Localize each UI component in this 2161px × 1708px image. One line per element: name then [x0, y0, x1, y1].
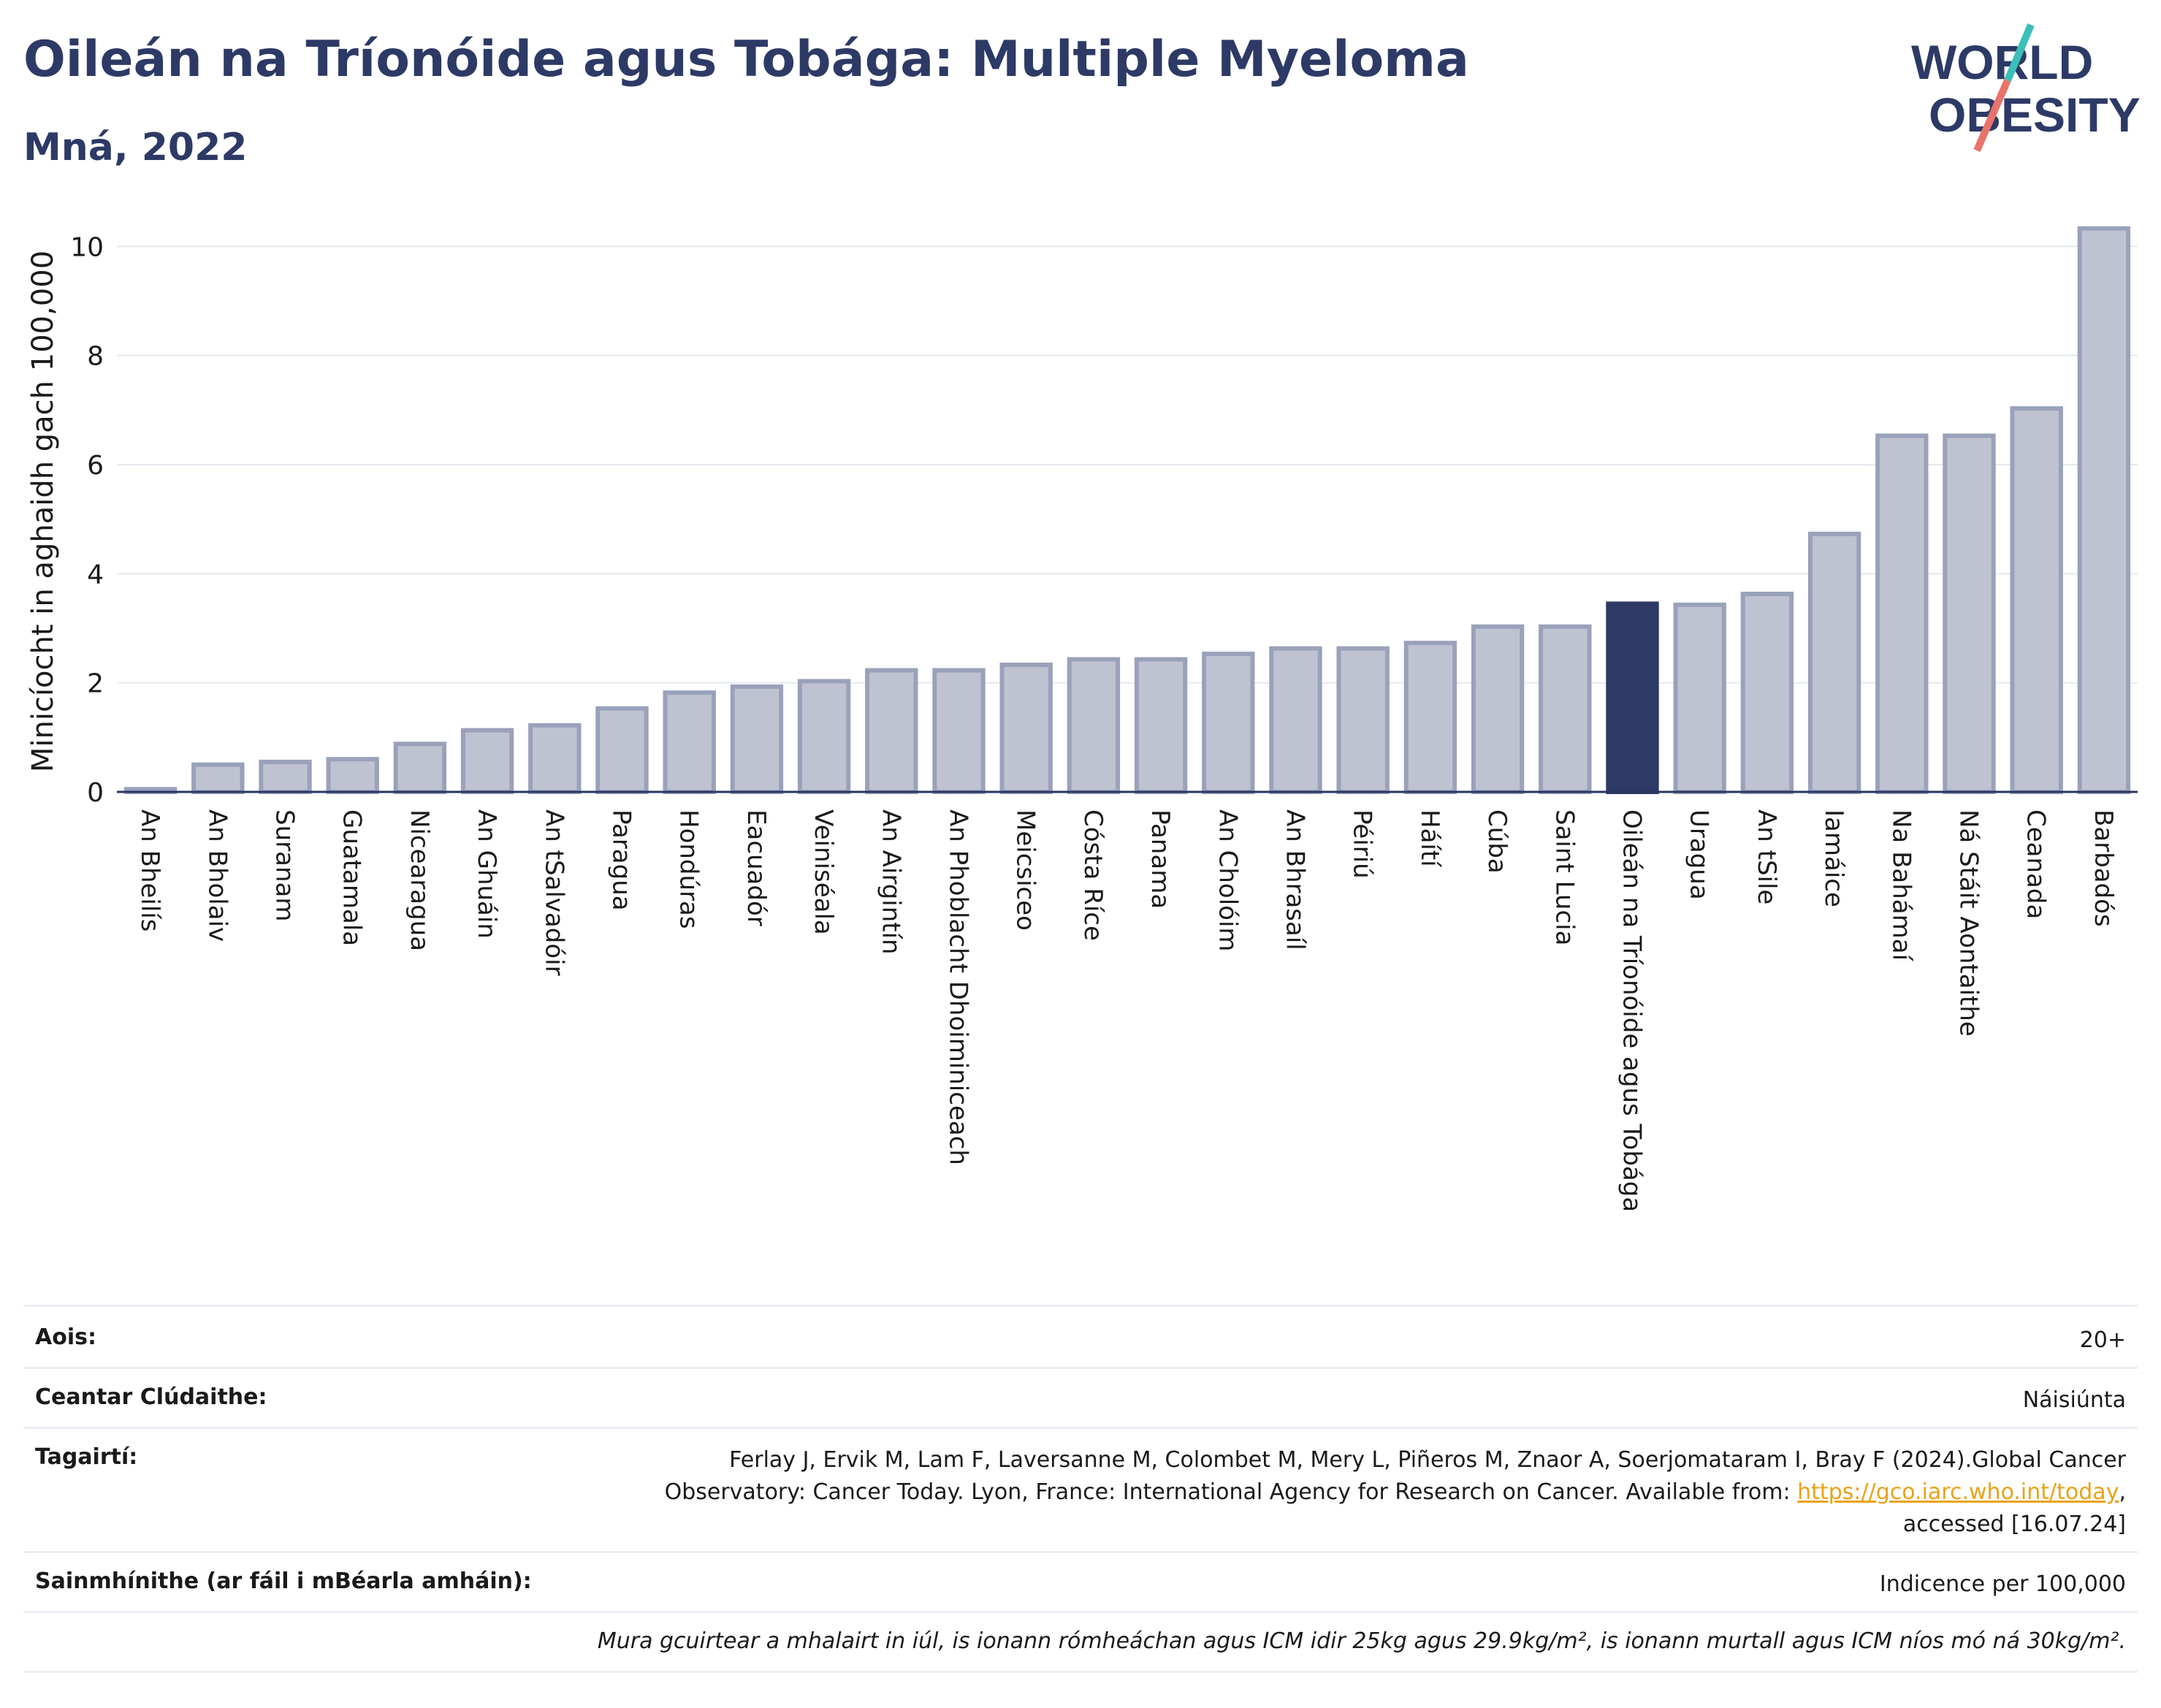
bar-16 — [1202, 652, 1255, 794]
bar-11 — [865, 668, 918, 795]
logo-slash-top — [2004, 23, 2035, 82]
x-tick-label: Na Bahámaí — [1886, 809, 1916, 962]
y-tick-label: 6 — [87, 451, 104, 481]
meta-label-age: Aois: — [35, 1324, 96, 1350]
reference-link[interactable]: https://gco.iarc.who.int/today — [1797, 1479, 2119, 1505]
meta-value-definitions: Indicence per 100,000 — [1879, 1571, 2126, 1597]
x-tick-label: Eacuadór — [742, 809, 771, 926]
x-tick-label: Barbadós — [2089, 809, 2118, 927]
logo-line1: WORLD — [1911, 35, 2093, 89]
bar-10 — [797, 679, 851, 795]
meta-label-definitions: Sainmhínithe (ar fáil i mBéarla amháin): — [35, 1568, 532, 1594]
bar-17 — [1269, 646, 1322, 794]
bar-8 — [663, 690, 716, 795]
x-tick-label: An tSile — [1752, 809, 1781, 904]
x-tick-label: Saint Lucia — [1550, 809, 1579, 945]
reference-line-3: accessed [16.07.24] — [1902, 1511, 2126, 1537]
x-tick-label: Uragua — [1685, 809, 1714, 900]
meta-label-references: Tagairtí: — [35, 1444, 138, 1470]
reference-text: Observatory: Cancer Today. Lyon, France:… — [664, 1479, 1798, 1505]
y-tick-label: 0 — [87, 778, 104, 808]
x-tick-label: Ná Stáit Aontaithe — [1954, 809, 1983, 1037]
bar-7 — [595, 706, 649, 795]
logo-line2: OBESITY — [1929, 88, 2141, 142]
bar-9 — [730, 684, 784, 794]
bar-6 — [528, 723, 582, 795]
x-tick-label: Meicsiceo — [1011, 809, 1040, 931]
y-tick-label: 4 — [87, 560, 104, 590]
bar-4 — [393, 741, 447, 794]
x-tick-label: Cósta Ríce — [1078, 809, 1108, 941]
x-tick-label: Veiniséala — [809, 809, 838, 935]
bar-12 — [932, 668, 986, 795]
logo-slash-bottom — [1973, 78, 2011, 153]
x-tick-label: Panama — [1146, 809, 1175, 909]
bmi-note: Mura gcuirtear a mhalairt in iúl, is ion… — [597, 1628, 2126, 1654]
bar-14 — [1067, 657, 1121, 794]
chart-title: Oileán na Tríonóide agus Tobága: Multipl… — [23, 31, 1469, 88]
meta-row-definitions: Sainmhínithe (ar fáil i mBéarla amháin):… — [23, 1551, 2138, 1613]
x-tick-label: Paragua — [607, 809, 636, 911]
bar-25 — [1807, 531, 1861, 794]
bar-24 — [1740, 591, 1794, 795]
reference-comma: , — [2119, 1479, 2126, 1505]
bar-22 — [1606, 601, 1659, 795]
x-tick-label: Cúba — [1482, 809, 1512, 874]
x-tick-label: Guatamala — [338, 809, 367, 946]
bar-20 — [1471, 624, 1525, 795]
bar-29 — [2077, 226, 2131, 794]
world-obesity-logo: WORLD OBESITY — [1911, 23, 2141, 153]
x-tick-label: An Bheilís — [135, 809, 164, 931]
bar-26 — [1875, 433, 1929, 795]
reference-line-2: Observatory: Cancer Today. Lyon, France:… — [665, 1476, 2126, 1509]
y-tick-label: 8 — [87, 342, 104, 372]
bar-21 — [1539, 624, 1592, 795]
bar-18 — [1336, 646, 1390, 794]
y-axis-label: Minicíocht in aghaidh gach 100,000 — [26, 251, 60, 772]
meta-row-references: Tagairtí: Ferlay J, Ervik M, Lam F, Lave… — [23, 1427, 2138, 1553]
bar-chart: 0 2 4 6 8 10 An Bheilís An Bholaiv Suranam Guata… — [26, 226, 2138, 1212]
bar-2 — [259, 759, 312, 795]
x-tick-label: An tSalvadóir — [539, 809, 568, 976]
meta-value-references: Ferlay J, Ervik M, Lam F, Laversanne M, … — [665, 1444, 2126, 1541]
bar-1 — [191, 762, 245, 794]
x-tick-label: Iamáice — [1819, 809, 1848, 907]
meta-row-note: Mura gcuirtear a mhalairt in iúl, is ion… — [23, 1611, 2138, 1673]
x-tick-label: An Bhrasaíl — [1281, 809, 1310, 950]
x-tick-label: Hondúras — [674, 809, 704, 929]
x-tick-label: Oileán na Tríonóide agus Tobága — [1617, 809, 1647, 1212]
bar-5 — [460, 728, 514, 794]
x-tick-label: Nicearagua — [405, 809, 434, 951]
meta-label-coverage: Ceantar Clúdaithe: — [35, 1384, 267, 1410]
x-tick-label: An Cholóim — [1213, 809, 1242, 952]
bar-28 — [2010, 406, 2063, 794]
bar-19 — [1403, 641, 1457, 794]
x-tick-label: An Phoblacht Dhoiminiceach — [944, 809, 973, 1165]
chart-subtitle: Mná, 2022 — [23, 126, 248, 169]
bar-3 — [326, 757, 379, 794]
bar-27 — [1943, 433, 1996, 795]
bar-13 — [999, 663, 1053, 794]
reference-line-1: Ferlay J, Ervik M, Lam F, Laversanne M, … — [729, 1447, 2126, 1473]
meta-row-age: Aois: 20+ — [23, 1307, 2138, 1369]
bar-15 — [1134, 657, 1188, 794]
x-tick-label: Ceanada — [2021, 809, 2051, 919]
x-tick-label: An Ghuáin — [472, 809, 501, 939]
x-tick-label: Háítí — [1415, 809, 1444, 868]
y-tick-label: 10 — [70, 232, 104, 262]
y-tick-label: 2 — [87, 669, 104, 699]
x-tick-label: An Airgintín — [876, 809, 905, 955]
bar-23 — [1673, 602, 1726, 794]
x-tick-label: Péiriú — [1348, 809, 1377, 879]
meta-value-age: 20+ — [2079, 1327, 2126, 1353]
x-tick-label: Suranam — [270, 809, 300, 921]
meta-row-coverage: Ceantar Clúdaithe: Náisiúnta — [23, 1367, 2138, 1429]
meta-value-coverage: Náisiúnta — [2022, 1387, 2126, 1413]
x-tick-label: An Bholaiv — [202, 809, 232, 942]
metadata-table: Aois: 20+ Ceantar Clúdaithe: Náisiúnta T… — [23, 1305, 2138, 1673]
